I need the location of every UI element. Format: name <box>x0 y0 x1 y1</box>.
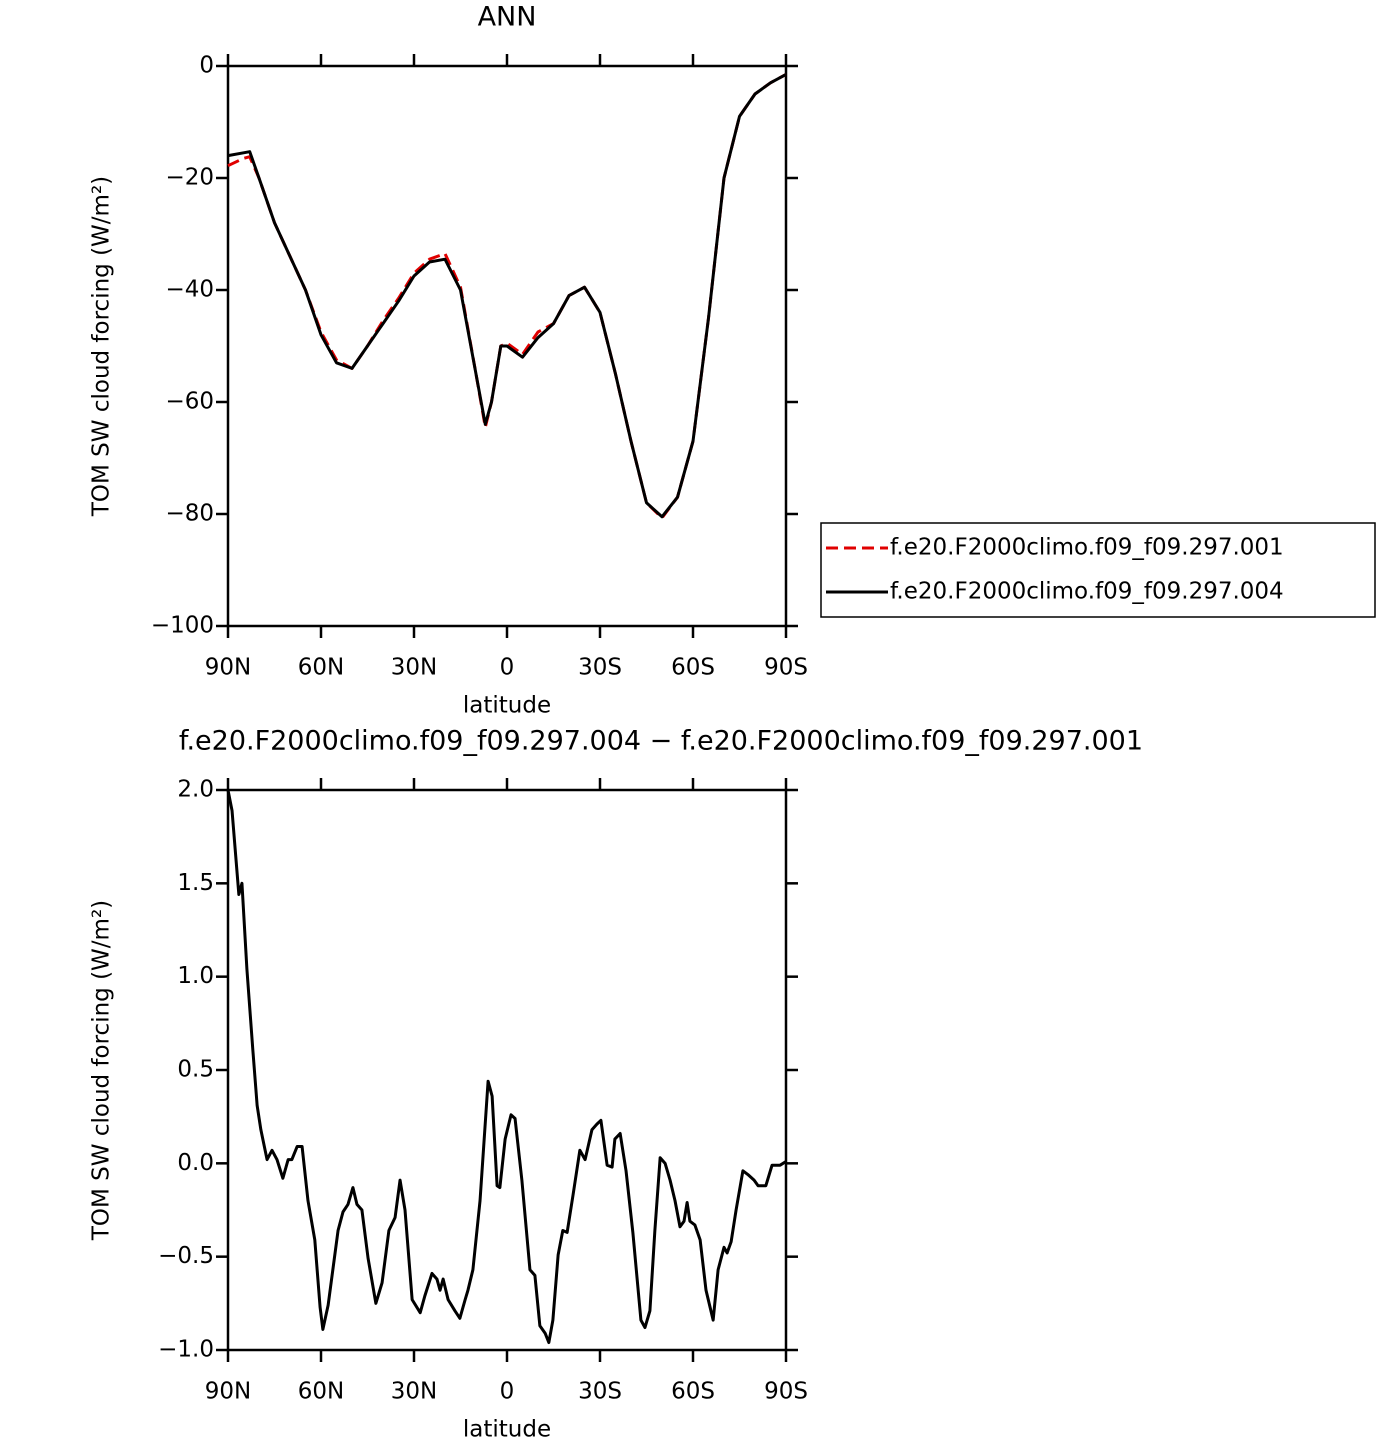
x-tick-label: 30N <box>391 655 437 681</box>
y-tick-label: 0.0 <box>177 1150 214 1176</box>
y-tick-label: −60 <box>165 389 214 415</box>
x-tick-label: 60S <box>671 1379 715 1405</box>
y-tick-label: 0.5 <box>177 1057 214 1083</box>
x-tick-label: 90N <box>205 655 251 681</box>
x-tick-label: 90S <box>764 655 808 681</box>
y-axis-label: TOM SW cloud forcing (W/m²) <box>89 900 115 1241</box>
y-tick-label: −40 <box>165 277 214 303</box>
chart-title: ANN <box>478 2 537 33</box>
y-tick-label: −20 <box>165 165 214 191</box>
x-tick-label: 30N <box>391 1379 437 1405</box>
y-axis-label: TOM SW cloud forcing (W/m²) <box>89 176 115 517</box>
data-line <box>227 73 787 519</box>
y-tick-label: 1.0 <box>177 963 214 989</box>
y-tick-label: −100 <box>151 613 214 639</box>
legend-label: f.e20.F2000climo.f09_f09.297.004 <box>890 579 1284 605</box>
x-tick-label: 60S <box>671 655 715 681</box>
legend-box <box>820 522 1376 618</box>
x-tick-label: 0 <box>500 655 515 681</box>
x-axis-label: latitude <box>463 693 551 719</box>
legend-label: f.e20.F2000climo.f09_f09.297.001 <box>890 535 1284 561</box>
x-tick-label: 0 <box>500 1379 515 1405</box>
y-tick-label: 1.5 <box>177 870 214 896</box>
y-tick-label: 0 <box>199 53 214 79</box>
y-tick-label: −0.5 <box>158 1243 214 1269</box>
x-tick-label: 90N <box>205 1379 251 1405</box>
x-tick-label: 60N <box>298 1379 344 1405</box>
plot-frame <box>226 788 788 1352</box>
x-tick-label: 90S <box>764 1379 808 1405</box>
x-tick-label: 30S <box>578 655 622 681</box>
x-tick-label: 60N <box>298 655 344 681</box>
data-line <box>226 789 787 1345</box>
y-tick-label: 2.0 <box>177 777 214 803</box>
plot-frame <box>226 64 788 628</box>
data-line <box>227 73 787 520</box>
y-tick-label: −80 <box>165 501 214 527</box>
chart-title: f.e20.F2000climo.f09_f09.297.004 − f.e20… <box>179 726 1143 757</box>
y-tick-label: −1.0 <box>158 1337 214 1363</box>
x-axis-label: latitude <box>463 1417 551 1443</box>
x-tick-label: 30S <box>578 1379 622 1405</box>
